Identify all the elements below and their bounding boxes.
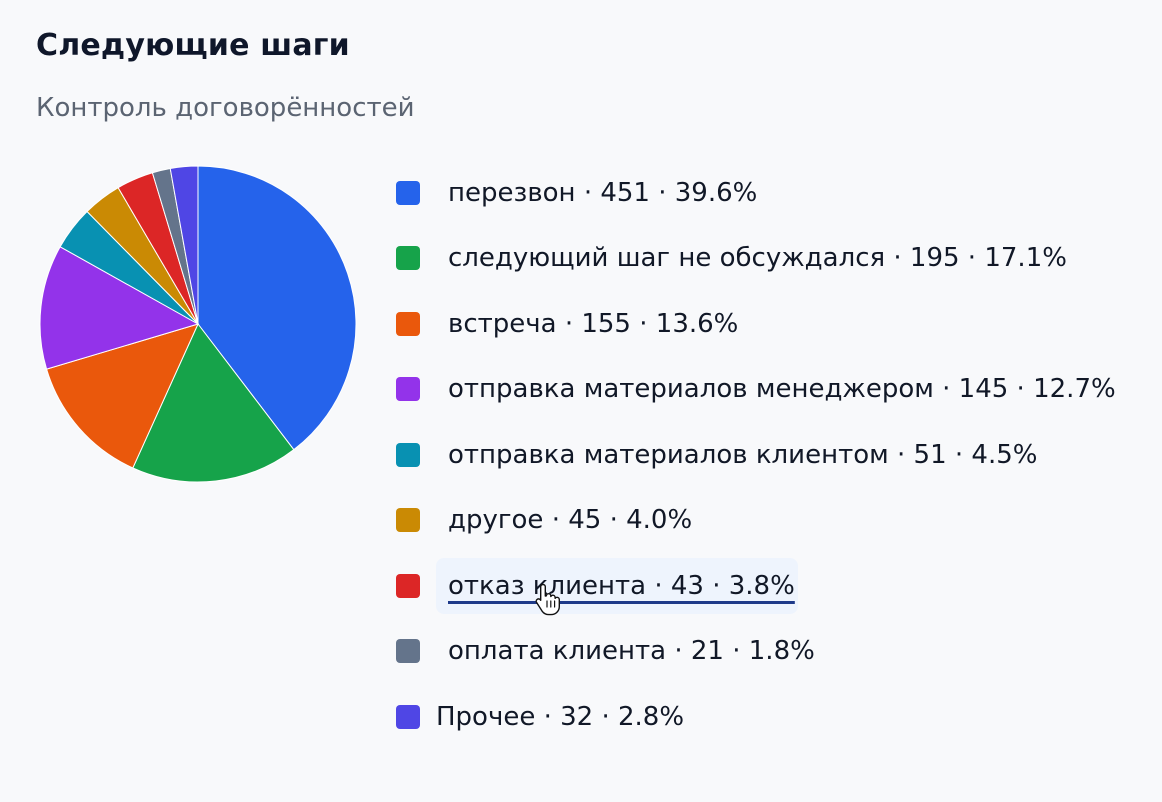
legend-item-materials-by-manager[interactable]: отправка материалов менеджером · 145 · 1… (396, 357, 1126, 423)
legend-item-perezvon[interactable]: перезвон · 451 · 39.6% (396, 160, 1126, 226)
legend-item-materials-by-client[interactable]: отправка материалов клиентом · 51 · 4.5% (396, 422, 1126, 488)
legend-label: перезвон · 451 · 39.6% (448, 177, 758, 208)
pie-slice-next-step-not-discussed[interactable] (132, 323, 295, 483)
pie-slice-perezvon[interactable] (197, 165, 357, 451)
legend-label: встреча · 155 · 13.6% (448, 308, 739, 339)
pie-slice-meeting[interactable] (45, 323, 199, 469)
legend-item-misc[interactable]: Прочее · 32 · 2.8% (396, 684, 1126, 750)
legend-item-next-step-not-discussed[interactable]: следующий шаг не обсуждался · 195 · 17.1… (396, 226, 1126, 292)
legend-label: отправка материалов клиентом · 51 · 4.5% (448, 439, 1038, 470)
legend-swatch (396, 442, 420, 467)
legend-label: отправка материалов менеджером · 145 · 1… (448, 374, 1116, 405)
legend-swatch (396, 573, 420, 598)
pie-chart (39, 165, 357, 483)
pie-slice-materials-by-manager[interactable] (39, 246, 200, 370)
legend-item-other[interactable]: другое · 45 · 4.0% (396, 488, 1126, 554)
legend-swatch (396, 704, 420, 729)
legend-swatch (396, 639, 420, 664)
legend-label: оплата клиента · 21 · 1.8% (448, 636, 815, 667)
hand-pointer-cursor-icon (535, 583, 560, 616)
legend-swatch (396, 508, 420, 533)
chart-title: Следующие шаги (36, 28, 350, 63)
legend-item-client-payment[interactable]: оплата клиента · 21 · 1.8% (396, 619, 1126, 685)
legend-label: другое · 45 · 4.0% (448, 505, 693, 536)
legend-item-client-refusal[interactable]: отказ клиента · 43 · 3.8% (396, 553, 1126, 619)
legend-swatch (396, 246, 420, 271)
legend-swatch (396, 311, 420, 336)
legend-swatch (396, 377, 420, 402)
chart-subtitle: Контроль договорённостей (36, 93, 415, 123)
legend-item-meeting[interactable]: встреча · 155 · 13.6% (396, 291, 1126, 357)
chart-legend: перезвон · 451 · 39.6% следующий шаг не … (396, 160, 1126, 750)
legend-label: Прочее · 32 · 2.8% (436, 701, 685, 732)
pie-slice-misc[interactable] (169, 165, 199, 325)
hover-highlight (436, 558, 798, 614)
legend-label: отказ клиента · 43 · 3.8% (448, 570, 795, 601)
legend-swatch (396, 180, 420, 205)
legend-label: следующий шаг не обсуждался · 195 · 17.1… (448, 243, 1067, 274)
